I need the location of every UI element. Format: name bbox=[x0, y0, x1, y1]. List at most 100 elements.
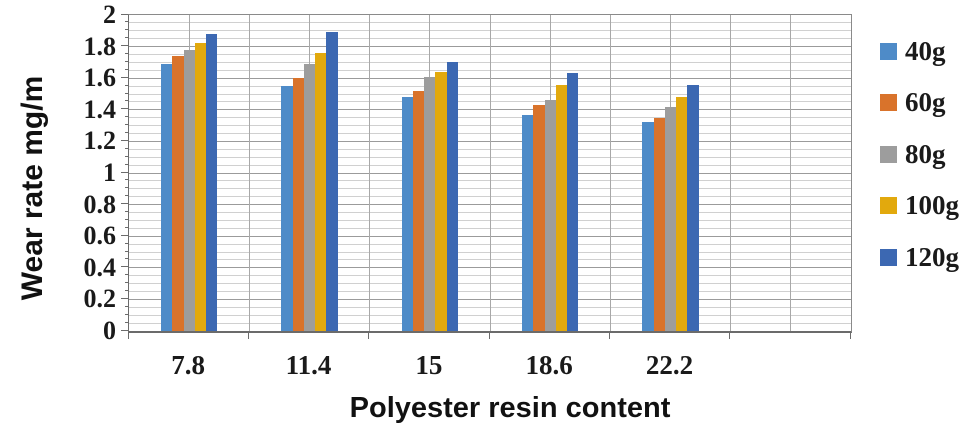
x-axis-tick-mark bbox=[127, 332, 129, 339]
y-minor-tick-mark bbox=[125, 290, 128, 291]
minor-gridline bbox=[129, 85, 851, 87]
minor-gridline bbox=[129, 164, 851, 166]
bar-80g-18.6 bbox=[544, 100, 556, 331]
bar-40g-7.8 bbox=[160, 63, 173, 331]
y-major-tick-mark bbox=[121, 266, 128, 268]
y-tick-label: 0.6 bbox=[83, 221, 117, 251]
legend-item-120g: 120g bbox=[880, 242, 959, 272]
bar-80g-11.4 bbox=[303, 63, 316, 331]
y-minor-tick-mark bbox=[125, 163, 128, 165]
x-category-label: 7.8 bbox=[171, 350, 206, 380]
major-gridline bbox=[129, 172, 851, 174]
minor-gridline bbox=[129, 125, 851, 127]
y-tick-label: 0.8 bbox=[83, 189, 117, 219]
legend-item-40g: 40g bbox=[880, 36, 946, 66]
bar-60g-15 bbox=[412, 90, 425, 331]
major-gridline bbox=[129, 204, 851, 206]
minor-gridline bbox=[129, 212, 851, 213]
bar-40g-18.6 bbox=[521, 114, 534, 331]
y-minor-tick-mark bbox=[125, 53, 128, 54]
major-gridline bbox=[129, 46, 851, 48]
y-major-tick-mark bbox=[121, 297, 128, 299]
y-minor-tick-mark bbox=[125, 60, 128, 62]
vertical-gridline bbox=[730, 15, 732, 331]
y-major-tick-mark bbox=[121, 45, 128, 47]
y-minor-tick-mark bbox=[125, 226, 128, 228]
minor-gridline bbox=[129, 251, 851, 253]
y-major-tick-mark bbox=[121, 171, 128, 173]
minor-gridline bbox=[129, 188, 851, 190]
legend-swatch-80g bbox=[880, 145, 897, 163]
plot-area bbox=[128, 14, 852, 333]
legend-swatch-100g bbox=[880, 197, 897, 214]
bar-120g-15 bbox=[446, 62, 459, 331]
bar-80g-22.2 bbox=[664, 106, 677, 331]
minor-gridline bbox=[129, 180, 851, 182]
y-tick-label: 2 bbox=[103, 0, 116, 29]
y-minor-tick-mark bbox=[125, 250, 128, 252]
vertical-gridline bbox=[489, 15, 491, 331]
y-major-tick-mark bbox=[121, 108, 128, 110]
bar-100g-18.6 bbox=[555, 84, 568, 331]
bar-40g-11.4 bbox=[281, 86, 293, 331]
legend-label: 120g bbox=[905, 241, 959, 272]
minor-gridline bbox=[129, 93, 851, 95]
y-minor-tick-mark bbox=[125, 147, 128, 149]
y-tick-label: 1 bbox=[103, 158, 116, 187]
bar-40g-22.2 bbox=[642, 122, 654, 331]
minor-gridline bbox=[129, 38, 851, 40]
minor-gridline bbox=[129, 30, 851, 32]
y-tick-label: 0 bbox=[103, 316, 116, 345]
bar-60g-7.8 bbox=[172, 56, 184, 331]
minor-gridline bbox=[129, 306, 851, 308]
y-major-tick-mark bbox=[121, 76, 128, 78]
minor-gridline bbox=[129, 101, 851, 103]
y-tick-label: 1.6 bbox=[83, 63, 117, 93]
legend-item-80g: 80g bbox=[880, 139, 946, 169]
legend-label: 80g bbox=[905, 138, 946, 169]
minor-gridline bbox=[129, 291, 851, 292]
y-tick-label: 1.4 bbox=[83, 94, 117, 124]
y-major-tick-mark bbox=[121, 203, 128, 205]
bar-40g-15 bbox=[401, 97, 413, 331]
minor-gridline bbox=[129, 22, 851, 24]
y-major-tick-mark bbox=[121, 13, 128, 15]
y-minor-tick-mark bbox=[125, 321, 128, 323]
major-gridline bbox=[129, 235, 851, 237]
major-gridline bbox=[129, 267, 851, 269]
y-minor-tick-mark bbox=[125, 187, 128, 189]
y-minor-tick-mark bbox=[125, 195, 128, 197]
y-tick-label: 1.2 bbox=[83, 126, 117, 156]
minor-gridline bbox=[129, 69, 851, 71]
bar-100g-15 bbox=[435, 71, 447, 331]
y-tick-label: 0.4 bbox=[83, 252, 117, 282]
y-minor-tick-mark bbox=[125, 258, 128, 260]
minor-gridline bbox=[129, 54, 851, 55]
y-minor-tick-mark bbox=[125, 124, 128, 126]
x-axis-title: Polyester resin content bbox=[349, 392, 671, 424]
legend-swatch-60g bbox=[880, 94, 897, 111]
y-tick-label: 0.2 bbox=[83, 284, 117, 314]
x-category-label: 22.2 bbox=[645, 350, 694, 380]
y-major-tick-mark bbox=[121, 329, 128, 331]
bar-60g-11.4 bbox=[292, 78, 304, 331]
minor-gridline bbox=[129, 259, 851, 261]
bar-120g-7.8 bbox=[206, 33, 218, 331]
bar-100g-22.2 bbox=[676, 97, 688, 331]
bar-60g-22.2 bbox=[653, 117, 665, 331]
minor-gridline bbox=[129, 243, 851, 245]
minor-gridline bbox=[129, 314, 851, 316]
legend-swatch-120g bbox=[880, 248, 897, 266]
legend-swatch-40g bbox=[880, 42, 897, 60]
y-minor-tick-mark bbox=[125, 132, 128, 133]
bar-120g-22.2 bbox=[687, 84, 699, 331]
x-category-label: 18.6 bbox=[525, 350, 573, 380]
y-minor-tick-mark bbox=[125, 92, 128, 94]
y-minor-tick-mark bbox=[125, 37, 128, 39]
y-minor-tick-mark bbox=[125, 29, 128, 31]
minor-gridline bbox=[129, 227, 851, 229]
y-minor-tick-mark bbox=[125, 218, 128, 220]
x-axis-tick-mark bbox=[247, 332, 249, 339]
legend-label: 100g bbox=[905, 190, 959, 220]
